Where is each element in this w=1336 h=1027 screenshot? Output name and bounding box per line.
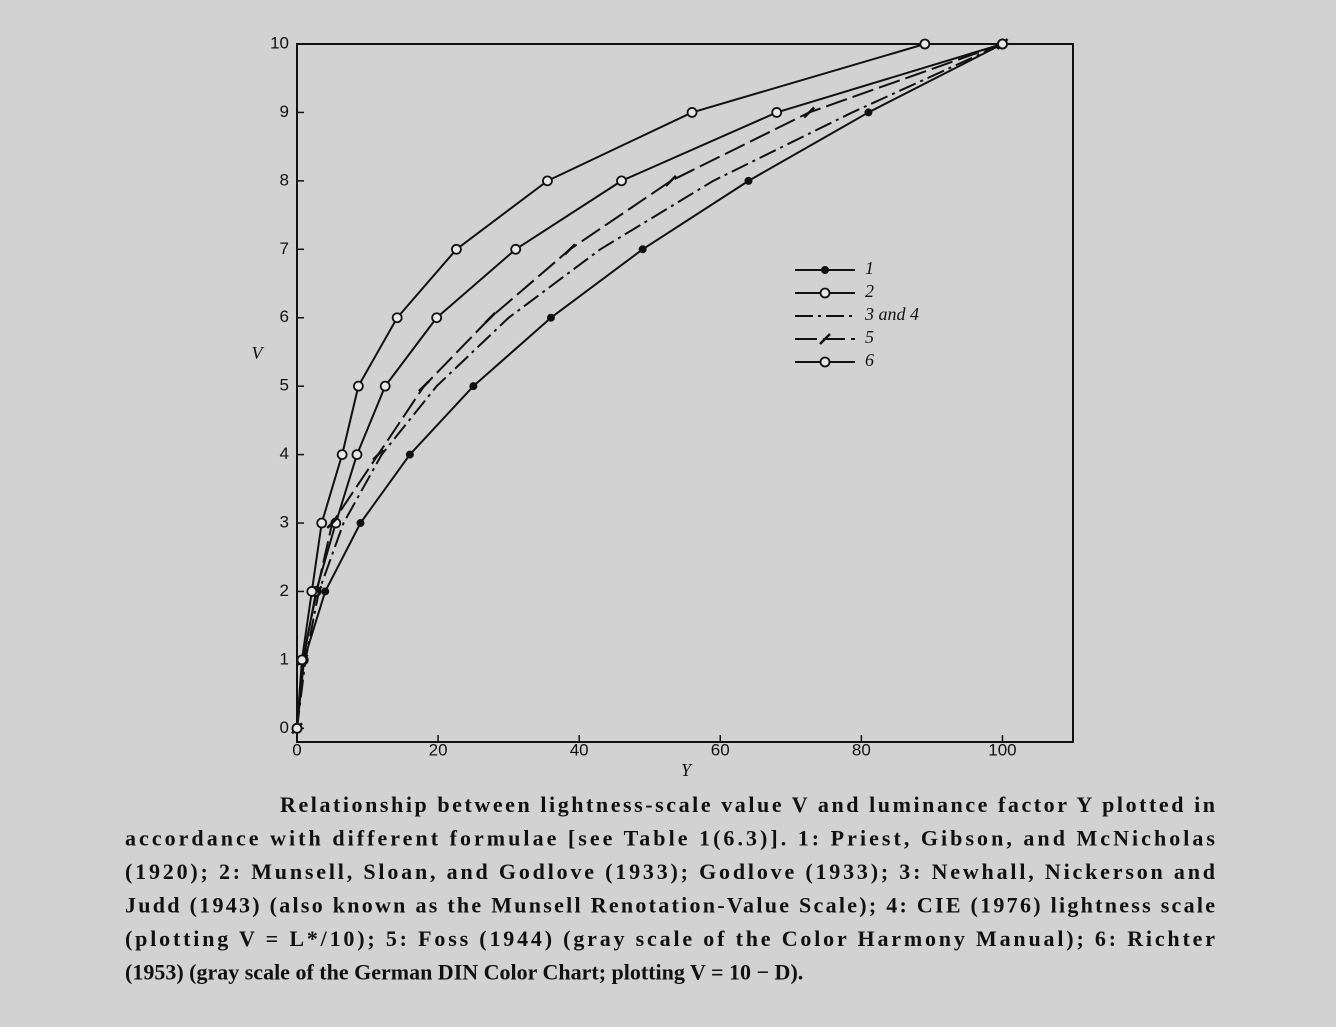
point (336, 449, 348, 460)
point (510, 243, 522, 255)
series-line (296, 43, 1003, 729)
point (546, 313, 555, 322)
point (379, 380, 391, 392)
x-tick-label: 80 (852, 740, 871, 759)
y-axis-label: V (252, 343, 265, 363)
point (484, 311, 497, 324)
point (306, 586, 318, 597)
legend-label: 1 (865, 258, 874, 278)
legend-label: 3 and 4 (864, 304, 919, 324)
y-tick-label: 4 (280, 444, 289, 463)
legend-marker (819, 287, 831, 299)
y-tick-label: 9 (280, 102, 289, 121)
x-axis-label: Y (681, 760, 693, 780)
y-tick-label: 1 (280, 649, 289, 668)
x-tick-label: 100 (988, 740, 1016, 759)
point (351, 449, 363, 460)
point (316, 517, 328, 529)
caption-line: (1920); 2: Munsell, Sloan, and Godlove (… (125, 859, 1215, 884)
point (326, 517, 339, 529)
point (919, 38, 931, 50)
point (431, 312, 443, 324)
point (997, 38, 1008, 50)
point (405, 450, 414, 459)
point (771, 107, 783, 118)
point (864, 108, 873, 117)
x-tick-label: 40 (570, 740, 589, 759)
point (803, 106, 816, 119)
point (372, 448, 385, 461)
point (616, 175, 627, 187)
y-tick-label: 2 (280, 581, 289, 600)
legend-marker (821, 266, 829, 274)
legend-marker (819, 333, 831, 345)
point (686, 107, 698, 118)
legend-label: 2 (865, 281, 874, 301)
plot-frame (296, 43, 1074, 743)
point (418, 380, 430, 393)
legend-label: 6 (865, 350, 874, 370)
y-tick-label: 10 (270, 33, 289, 52)
y-tick-label: 8 (280, 170, 289, 189)
point (542, 175, 553, 187)
point (321, 587, 330, 596)
point (638, 245, 647, 254)
y-tick-label: 5 (280, 376, 289, 395)
y-tick-label: 0 (280, 718, 289, 737)
point (356, 519, 365, 528)
legend-marker (819, 356, 831, 368)
point (564, 243, 576, 256)
y-tick-label: 7 (280, 239, 289, 258)
legend-label: 5 (865, 327, 874, 347)
x-tick-label: 60 (711, 740, 730, 759)
point (744, 176, 753, 185)
series-line (296, 43, 1003, 729)
point (451, 243, 462, 255)
y-tick-label: 3 (280, 513, 289, 532)
point (469, 382, 478, 391)
caption-line: accordance with different formulae [see … (125, 826, 1215, 851)
point (296, 654, 308, 666)
point (391, 312, 403, 324)
caption-line: (1953) (gray scale of the German DIN Col… (125, 960, 803, 985)
point (352, 380, 364, 392)
x-tick-label: 0 (292, 740, 301, 759)
point (291, 722, 303, 734)
caption-line: (plotting V = L*/10); 5: Foss (1944) (gr… (125, 926, 1215, 951)
point (665, 174, 677, 187)
x-tick-label: 20 (429, 740, 448, 759)
y-tick-label: 6 (280, 307, 289, 326)
